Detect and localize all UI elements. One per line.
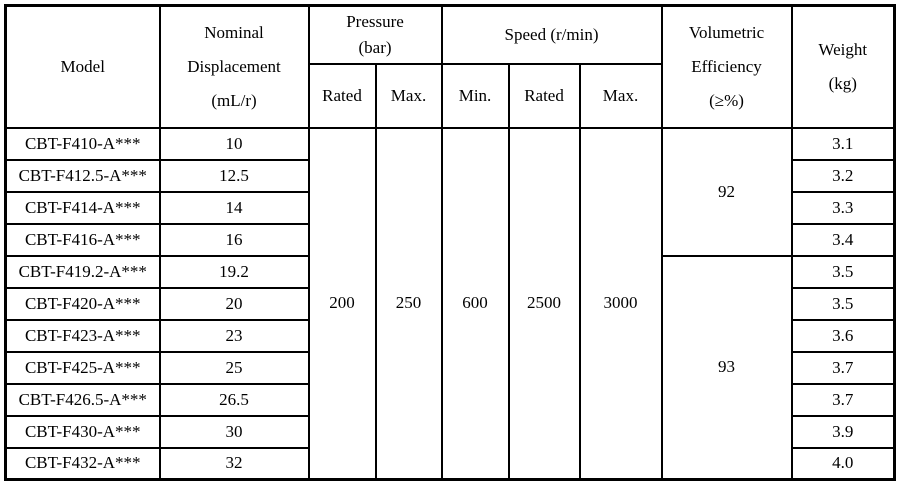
header-model: Model (4, 4, 161, 129)
header-volumetric-efficiency-line1: Volumetric (688, 22, 765, 42)
header-volumetric-efficiency-line3: (≥%) (709, 90, 744, 110)
model-cell: CBT-F419.2-A*** (4, 254, 161, 289)
pressure-rated-cell: 200 (307, 126, 377, 481)
weight-cell: 3.5 (790, 286, 896, 321)
pressure-max-cell: 250 (374, 126, 443, 481)
header-pressure: Pressure (bar) (307, 4, 443, 65)
model-cell: CBT-F425-A*** (4, 350, 161, 385)
weight-cell: 3.1 (790, 126, 896, 161)
weight-cell: 3.6 (790, 318, 896, 353)
header-weight-line2: (kg) (828, 73, 857, 93)
table-row: CBT-F420-A*** 20 3.5 (4, 286, 896, 321)
speed-rated-cell: 2500 (507, 126, 581, 481)
header-pressure-rated: Rated (307, 62, 377, 129)
displacement-cell: 25 (158, 350, 310, 385)
header-nominal-displacement-line2: Displacement (187, 56, 281, 76)
table-row: CBT-F410-A*** 10 200 250 600 2500 3000 9… (4, 126, 896, 481)
table-row: CBT-F412.5-A*** 12.5 3.2 (4, 158, 896, 193)
weight-cell: 3.2 (790, 158, 896, 193)
model-cell: CBT-F420-A*** (4, 286, 161, 321)
table-row: CBT-F423-A*** 23 3.6 (4, 318, 896, 353)
table-row: CBT-F419.2-A*** 19.2 93 3.5 (4, 254, 896, 481)
model-cell: CBT-F423-A*** (4, 318, 161, 353)
header-pressure-line1: Pressure (346, 11, 404, 31)
displacement-cell: 16 (158, 222, 310, 257)
efficiency-cell-92: 92 (660, 126, 793, 257)
weight-cell: 3.3 (790, 190, 896, 225)
header-speed-max: Max. (578, 62, 663, 129)
header-nominal-displacement-line1: Nominal (204, 22, 264, 42)
weight-cell: 3.7 (790, 382, 896, 417)
header-pressure-max: Max. (374, 62, 443, 129)
displacement-cell: 26.5 (158, 382, 310, 417)
model-cell: CBT-F414-A*** (4, 190, 161, 225)
model-cell: CBT-F412.5-A*** (4, 158, 161, 193)
model-cell: CBT-F426.5-A*** (4, 382, 161, 417)
pump-spec-table: Model Nominal Displacement (mL/r) Pressu… (4, 4, 897, 481)
model-cell: CBT-F410-A*** (4, 126, 161, 161)
displacement-cell: 19.2 (158, 254, 310, 289)
displacement-cell: 32 (158, 446, 310, 481)
header-weight-line1: Weight (818, 39, 868, 59)
displacement-cell: 30 (158, 414, 310, 449)
table-row: CBT-F432-A*** 32 4.0 (4, 446, 896, 481)
header-pressure-line2: (bar) (358, 37, 392, 57)
model-cell: CBT-F432-A*** (4, 446, 161, 481)
speed-max-cell: 3000 (578, 126, 663, 481)
displacement-cell: 23 (158, 318, 310, 353)
table-row: CBT-F430-A*** 30 3.9 (4, 414, 896, 449)
weight-cell: 3.4 (790, 222, 896, 257)
efficiency-cell-93: 93 (660, 254, 793, 481)
table-row: CBT-F425-A*** 25 3.7 (4, 350, 896, 385)
model-cell: CBT-F430-A*** (4, 414, 161, 449)
header-speed-min: Min. (440, 62, 510, 129)
displacement-cell: 10 (158, 126, 310, 161)
model-cell: CBT-F416-A*** (4, 222, 161, 257)
weight-cell: 3.5 (790, 254, 896, 289)
weight-cell: 3.9 (790, 414, 896, 449)
header-volumetric-efficiency-line2: Efficiency (691, 56, 762, 76)
displacement-cell: 14 (158, 190, 310, 225)
displacement-cell: 20 (158, 286, 310, 321)
header-nominal-displacement-line3: (mL/r) (211, 90, 257, 110)
header-weight: Weight (kg) (790, 4, 896, 129)
header-volumetric-efficiency: Volumetric Efficiency (≥%) (660, 4, 793, 129)
weight-cell: 4.0 (790, 446, 896, 481)
header-nominal-displacement: Nominal Displacement (mL/r) (158, 4, 310, 129)
table-row: CBT-F426.5-A*** 26.5 3.7 (4, 382, 896, 417)
table-row: CBT-F416-A*** 16 3.4 (4, 222, 896, 257)
speed-min-cell: 600 (440, 126, 510, 481)
weight-cell: 3.7 (790, 350, 896, 385)
header-speed: Speed (r/min) (440, 4, 663, 65)
displacement-cell: 12.5 (158, 158, 310, 193)
header-speed-rated: Rated (507, 62, 581, 129)
table-row: CBT-F414-A*** 14 3.3 (4, 190, 896, 225)
